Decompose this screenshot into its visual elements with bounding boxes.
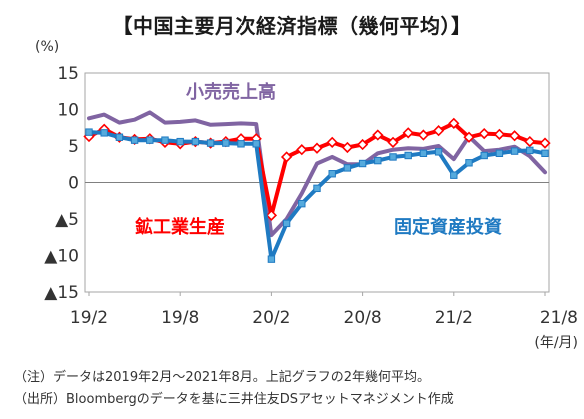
- data-point: [478, 127, 490, 140]
- note-text: （注）データは2019年2月～2021年8月。上記グラフの2年幾何平均。: [14, 370, 430, 385]
- data-point: [206, 139, 215, 147]
- x-unit-label: (年/月): [534, 335, 578, 351]
- x-tick-label: 21/8: [540, 308, 578, 328]
- y-tick-label: ▲15: [44, 283, 79, 303]
- data-point: [508, 130, 521, 142]
- data-point: [100, 129, 108, 137]
- data-point: [389, 153, 397, 161]
- series-label: 鉱工業生産: [135, 216, 225, 238]
- series-line: [87, 121, 547, 218]
- data-point: [313, 184, 321, 193]
- data-point: [222, 139, 230, 147]
- data-point: [541, 149, 549, 158]
- source-text: （出所）Bloombergのデータを基に三井住友DSアセットマネジメント作成: [14, 392, 454, 407]
- data-point: [510, 147, 519, 155]
- x-tick-label: 20/2: [252, 308, 290, 328]
- series-layer: [83, 110, 551, 263]
- data-point: [343, 164, 352, 172]
- data-point: [341, 141, 354, 154]
- data-point: [539, 137, 551, 149]
- chart-title: 【中国主要月次経済指標（幾何平均）】: [112, 14, 472, 38]
- series-2: [85, 128, 549, 263]
- axes: 15 10 5 0 ▲5 ▲10 ▲15 (%) 19/2 19/8 20/2 20/8 21/2 21/…: [35, 39, 578, 351]
- x-tick-label: 21/2: [435, 308, 473, 328]
- data-point: [419, 149, 428, 158]
- data-point: [524, 135, 536, 148]
- data-point: [298, 199, 306, 208]
- y-tick-label: 5: [68, 137, 79, 157]
- data-point: [372, 129, 384, 141]
- data-point: [526, 146, 534, 155]
- data-point: [432, 125, 445, 137]
- data-point: [387, 136, 399, 148]
- data-point: [328, 170, 336, 178]
- data-point: [237, 140, 245, 148]
- data-point: [495, 149, 504, 158]
- data-point: [311, 142, 323, 154]
- data-point: [115, 133, 124, 141]
- data-point: [267, 255, 276, 263]
- y-unit-label: (%): [35, 39, 59, 55]
- y-tick-label: ▲5: [55, 210, 79, 230]
- data-point: [417, 129, 430, 141]
- y-tick-label: ▲10: [44, 247, 79, 267]
- data-point: [252, 140, 260, 148]
- data-point: [358, 159, 367, 168]
- y-tick-label: 10: [57, 101, 79, 121]
- x-tick-label: 19/2: [70, 308, 108, 328]
- series-label: 小売売上高: [186, 81, 276, 103]
- data-point: [404, 151, 412, 160]
- data-point: [296, 144, 308, 156]
- data-point: [356, 138, 369, 151]
- data-point: [480, 151, 488, 160]
- data-point: [326, 136, 338, 148]
- data-point: [434, 148, 443, 156]
- data-point: [374, 156, 382, 165]
- data-point: [161, 136, 169, 144]
- data-point: [450, 171, 458, 179]
- x-tick-label: 20/8: [344, 308, 382, 328]
- data-point: [146, 136, 154, 144]
- y-tick-label: 0: [68, 174, 79, 194]
- data-point: [463, 131, 475, 143]
- data-point: [85, 128, 93, 136]
- series-label: 固定資産投資: [394, 216, 502, 238]
- data-point: [130, 136, 139, 144]
- data-point: [448, 117, 460, 130]
- data-point: [191, 137, 200, 146]
- data-point: [493, 128, 506, 140]
- data-point: [280, 151, 293, 163]
- y-tick-label: 15: [57, 64, 79, 84]
- series-1: [83, 117, 551, 221]
- data-point: [402, 127, 414, 139]
- data-point: [465, 159, 473, 167]
- data-point: [176, 137, 184, 146]
- data-point: [265, 209, 278, 221]
- x-tick-label: 19/8: [161, 308, 199, 328]
- data-point: [282, 219, 291, 228]
